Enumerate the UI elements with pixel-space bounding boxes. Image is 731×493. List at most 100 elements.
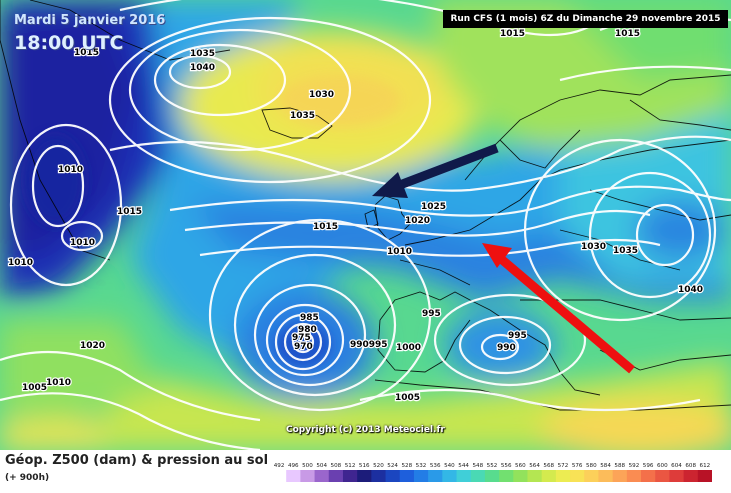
scale-swatch	[584, 470, 599, 482]
scale-swatch	[683, 470, 699, 482]
scale-swatch	[357, 470, 372, 482]
scale-swatch	[399, 470, 415, 482]
isobar-label: 1010	[46, 378, 71, 388]
scale-label: 552	[487, 463, 498, 469]
isobar-label: 1035	[190, 49, 215, 59]
scale-label: 548	[472, 463, 483, 469]
scale-swatch	[612, 470, 628, 482]
scale-swatch	[300, 470, 316, 482]
isobar-labels: 1015 1015 1035 1040 1030 1035 1015 1010 …	[7, 28, 704, 404]
scale-label: 544	[458, 463, 469, 469]
scale-label: 600	[657, 463, 668, 469]
scale-swatch	[513, 470, 528, 482]
isobar-label: 995	[422, 309, 441, 319]
scale-label: 584	[600, 463, 611, 469]
isobar-lines	[0, 0, 731, 450]
isobar-label: 1040	[190, 63, 215, 73]
scale-label: 516	[359, 463, 370, 469]
scale-label: 512	[345, 463, 356, 469]
isobar-label: 1005	[22, 383, 47, 393]
scale-label: 596	[643, 463, 654, 469]
scale-label: 532	[416, 463, 427, 469]
forecast-date: Mardi 5 janvier 2016	[14, 13, 166, 28]
isobar-label: 1020	[80, 341, 105, 351]
scale-label: 520	[373, 463, 384, 469]
scale-swatch	[669, 470, 685, 482]
scale-label: 492	[274, 463, 285, 469]
isobar-label: 990	[497, 343, 516, 353]
isobar-label: 1035	[290, 111, 315, 121]
weather-map: 1015 1015 1035 1040 1030 1035 1015 1010 …	[0, 0, 731, 450]
scale-swatch	[442, 470, 458, 482]
scale-swatch	[286, 470, 301, 482]
isobar-label: 1000	[396, 343, 421, 353]
scale-label: 496	[288, 463, 299, 469]
isobar-label: 1030	[309, 90, 334, 100]
scale-label: 560	[515, 463, 526, 469]
isobar-label: 1010	[8, 258, 33, 268]
scale-swatch	[428, 470, 443, 482]
scale-swatch	[272, 470, 287, 482]
scale-label: 556	[501, 463, 512, 469]
scale-label: 524	[387, 463, 398, 469]
scale-label: 504	[316, 463, 327, 469]
scale-label: 528	[401, 463, 412, 469]
dark-blue-arrow	[372, 143, 499, 198]
isobar-label: 975	[292, 333, 311, 343]
scale-swatch	[484, 470, 500, 482]
scale-label: 540	[444, 463, 455, 469]
isobar-label: 1015	[615, 29, 640, 39]
scale-swatch	[697, 470, 712, 482]
scale-label: 608	[685, 463, 696, 469]
isobar-label: 970	[294, 342, 313, 352]
isobar-label: 1005	[395, 393, 420, 403]
forecast-hours: (+ 900h)	[5, 473, 50, 483]
scale-swatch	[342, 470, 358, 482]
scale-label: 500	[302, 463, 313, 469]
red-arrow	[482, 243, 635, 374]
scale-swatch	[641, 470, 656, 482]
scale-label: 580	[586, 463, 597, 469]
isobar-label: 1015	[117, 207, 142, 217]
scale-swatch	[456, 470, 472, 482]
scale-label: 536	[430, 463, 441, 469]
color-scale: 492 496 500 504 508 512 516 520 524 528 532 536 540 5…	[272, 463, 712, 482]
isobar-label: 1020	[405, 216, 430, 226]
isobar-label: 980	[298, 325, 317, 335]
isobar-label: 1010	[387, 247, 412, 257]
scale-label: 604	[671, 463, 682, 469]
scale-swatch	[499, 470, 514, 482]
legend-bar: Géop. Z500 (dam) & pression au sol (+ 90…	[0, 450, 731, 493]
isobar-label: 995	[508, 331, 527, 341]
scale-swatch	[655, 470, 670, 482]
scale-label: 576	[572, 463, 583, 469]
isobar-label: 1030	[581, 242, 606, 252]
isobar-label: 1010	[58, 165, 83, 175]
scale-label: 508	[331, 463, 342, 469]
isobar-label: 1010	[70, 238, 95, 248]
scale-label: 568	[543, 463, 554, 469]
scale-swatch	[570, 470, 585, 482]
isobar-label: 990995	[350, 340, 388, 350]
model-run-info: Run CFS (1 mois) 6Z du Dimanche 29 novem…	[443, 10, 728, 28]
scale-label: 612	[700, 463, 711, 469]
scale-swatch	[413, 470, 429, 482]
scale-swatch	[626, 470, 642, 482]
isobar-label: 985	[300, 313, 319, 323]
scale-swatch	[385, 470, 401, 482]
scale-swatch	[527, 470, 543, 482]
isobar-label: 1015	[74, 48, 99, 58]
isobar-label: 1015	[500, 29, 525, 39]
scale-label: 588	[614, 463, 625, 469]
scale-label: 572	[558, 463, 569, 469]
legend-title: Géop. Z500 (dam) & pression au sol	[5, 453, 269, 468]
scale-swatch	[470, 470, 486, 482]
isobar-label: 1040	[678, 285, 703, 295]
scale-swatch	[328, 470, 344, 482]
scale-swatch	[541, 470, 557, 482]
copyright-notice: Copyright (c) 2013 Meteociel.fr	[286, 425, 445, 435]
isobar-label: 1025	[421, 202, 446, 212]
scale-swatch	[314, 470, 330, 482]
scale-swatch	[371, 470, 387, 482]
